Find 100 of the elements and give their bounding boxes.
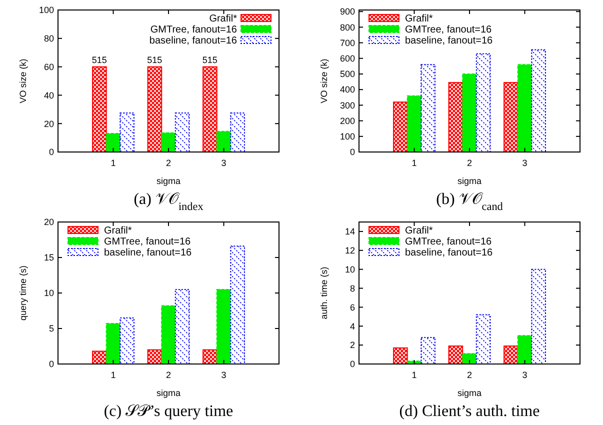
x-axis-title: sigma	[457, 388, 482, 398]
y-tick-label: 10	[344, 264, 355, 274]
legend-label: baseline, fanout=16	[405, 36, 494, 46]
bar	[106, 323, 121, 364]
y-tick-label: 700	[340, 38, 355, 48]
y-tick-label: 0	[350, 147, 355, 158]
y-tick-label: 15	[44, 252, 54, 263]
y-tick-label: 0	[350, 359, 355, 370]
bar	[448, 82, 464, 152]
x-tick-label: 2	[466, 370, 472, 380]
x-tick-label: 2	[466, 158, 472, 168]
y-tick-label: 60	[44, 62, 54, 72]
y-tick-label: 100	[340, 132, 355, 142]
bar	[92, 66, 107, 152]
y-tick-label: 6	[350, 302, 355, 312]
x-tick-label: 3	[522, 158, 528, 168]
y-tick-label: 80	[44, 34, 54, 44]
bar	[202, 66, 218, 152]
bar	[504, 346, 518, 364]
bar	[92, 350, 107, 364]
y-tick-label: 4	[350, 321, 355, 332]
y-axis-title: query time (s)	[18, 265, 28, 321]
y-tick-label: 300	[340, 100, 355, 110]
y-tick-label: 400	[340, 84, 355, 95]
legend-label: GMTree, fanout=16	[104, 236, 192, 248]
annotation: 515	[92, 54, 107, 65]
bar	[462, 73, 477, 152]
bar	[161, 132, 176, 152]
y-axis-title: VO size (k)	[18, 58, 28, 104]
bar	[120, 317, 134, 364]
text: (a) 𝒱𝒪$_{index}$	[134, 191, 204, 213]
legend-label: Grafil*	[405, 226, 433, 236]
x-tick-label: 1	[412, 370, 417, 380]
bar	[230, 246, 245, 364]
annotation: 515	[202, 54, 218, 65]
y-tick-label: 5	[48, 324, 54, 334]
annotation: 515	[147, 54, 162, 65]
bar	[174, 112, 190, 152]
y-tick-label: 0	[48, 359, 54, 370]
bar	[230, 112, 245, 152]
legend-label: Grafil*	[209, 14, 238, 24]
bar	[476, 314, 491, 364]
text: (b) 𝒱𝒪$_{cand}$	[436, 191, 504, 213]
y-tick-label: 100	[38, 5, 54, 16]
y-tick-label: 10	[44, 288, 54, 298]
x-tick-label: 1	[110, 158, 116, 168]
x-tick-label: 3	[221, 158, 226, 168]
x-tick-label: 3	[522, 370, 528, 380]
y-axis-title: auth. time (s)	[319, 266, 329, 320]
x-tick-label: 2	[166, 158, 172, 168]
y-tick-label: 200	[340, 116, 355, 126]
bar	[161, 305, 176, 364]
x-tick-label: 3	[221, 370, 226, 380]
legend-label: Grafil*	[104, 226, 132, 236]
y-tick-label: 600	[340, 54, 355, 64]
y-tick-label: 800	[340, 22, 355, 32]
bar	[174, 288, 190, 364]
bar	[504, 82, 518, 152]
bar	[120, 112, 134, 152]
legend-label: baseline, fanout=16	[149, 36, 238, 46]
bar	[517, 64, 532, 152]
bar	[448, 346, 464, 364]
text: (c) 𝒮𝒫’s query time	[104, 403, 234, 420]
bar	[420, 336, 436, 364]
bar	[476, 53, 491, 152]
bar	[531, 268, 546, 364]
y-tick-label: 20	[44, 217, 54, 228]
legend-label: baseline, fanout=16	[104, 248, 192, 258]
x-tick-label: 1	[110, 370, 116, 380]
legend-label: GMTree, fanout=16	[405, 24, 492, 36]
x-axis-title: sigma	[156, 176, 181, 186]
y-tick-label: 14	[344, 226, 355, 237]
x-tick-label: 2	[166, 370, 172, 380]
bar	[517, 335, 532, 364]
bar	[420, 64, 436, 152]
text: (d) Client’s auth. time	[399, 403, 540, 420]
bar	[531, 49, 546, 152]
y-tick-label: 0	[48, 147, 54, 158]
legend-label: GMTree, fanout=16	[405, 236, 492, 248]
bar	[393, 347, 408, 364]
bar	[216, 288, 232, 364]
bar	[462, 353, 477, 364]
y-tick-label: 8	[350, 283, 355, 294]
bar	[147, 66, 162, 152]
y-tick-label: 20	[44, 118, 54, 129]
legend-label: GMTree, fanout=16	[150, 24, 238, 36]
y-tick-label: 12	[344, 246, 355, 256]
bar	[406, 95, 422, 152]
legend-label: baseline, fanout=16	[405, 248, 494, 258]
bar	[393, 102, 408, 152]
legend-label: Grafil*	[405, 14, 433, 24]
y-tick-label: 500	[340, 69, 355, 80]
x-tick-label: 1	[412, 158, 417, 168]
bar	[106, 133, 121, 152]
y-tick-label: 900	[340, 6, 355, 17]
bar	[216, 130, 232, 152]
x-axis-title: sigma	[457, 176, 482, 186]
y-axis-title: VO size (k)	[319, 58, 329, 104]
y-tick-label: 40	[44, 90, 54, 100]
y-tick-label: 2	[350, 340, 355, 350]
